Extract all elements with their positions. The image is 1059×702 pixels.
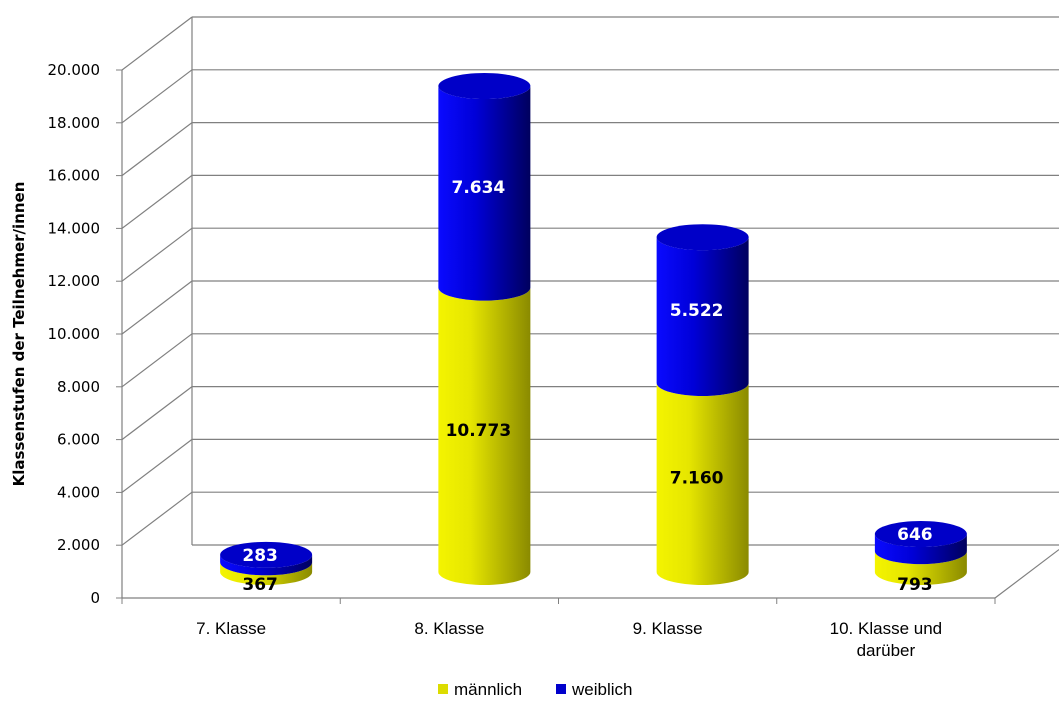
gridline-side xyxy=(121,122,193,177)
gridline-side xyxy=(121,438,193,493)
floor-side-edge xyxy=(994,549,1059,599)
bar-segment xyxy=(874,521,967,565)
bar-body xyxy=(656,382,749,585)
gridline-side xyxy=(121,16,193,71)
bar-top xyxy=(438,73,531,100)
bar-segment xyxy=(220,562,313,585)
y-tick-label: 8.000 xyxy=(57,378,100,396)
bar-body xyxy=(874,551,967,585)
gridline-side xyxy=(121,333,193,388)
data-label: 646 xyxy=(897,525,933,545)
x-tick-label: 7. Klasse xyxy=(196,619,266,638)
legend-item: männlich xyxy=(438,680,522,699)
y-tick-label: 16.000 xyxy=(48,167,101,185)
y-tick-label: 0 xyxy=(90,589,100,607)
bar-body xyxy=(220,554,313,576)
y-tick-label: 20.000 xyxy=(48,61,101,79)
data-label: 793 xyxy=(897,575,933,595)
data-label: 7.160 xyxy=(670,468,724,488)
y-tick-label: 6.000 xyxy=(57,431,100,449)
bar-body xyxy=(438,287,531,585)
y-axis-title: Klassenstufen der Teilnehmer/innen xyxy=(10,182,28,487)
bar-segment xyxy=(438,73,531,301)
legend-swatch xyxy=(438,684,448,694)
bar-segment xyxy=(656,224,749,396)
data-label: 7.634 xyxy=(451,178,505,198)
legend-item: weiblich xyxy=(556,680,632,699)
x-tick-label: 9. Klasse xyxy=(633,619,703,638)
legend-label: männlich xyxy=(454,680,522,699)
bar-segment xyxy=(220,541,313,576)
gridline-side xyxy=(121,174,193,229)
gridline-side xyxy=(121,491,193,546)
y-tick-label: 2.000 xyxy=(57,536,100,554)
bar-body xyxy=(874,534,967,565)
bar-body xyxy=(438,86,531,301)
y-tick-label: 4.000 xyxy=(57,483,100,501)
bar-top xyxy=(656,224,749,251)
data-label: 10.773 xyxy=(446,421,512,441)
y-tick-label: 18.000 xyxy=(48,114,101,132)
gridline-side xyxy=(121,280,193,335)
bar-segment xyxy=(438,287,531,585)
y-tick-label: 14.000 xyxy=(48,219,101,237)
y-tick-label: 12.000 xyxy=(48,272,101,290)
bar-segment xyxy=(874,551,967,585)
legend-label: weiblich xyxy=(571,680,632,699)
y-tick-label: 10.000 xyxy=(48,325,101,343)
data-label: 367 xyxy=(242,575,278,595)
bar-top xyxy=(874,521,967,548)
gridline-side xyxy=(121,69,193,124)
x-tick-label: 10. Klasse und darüber xyxy=(830,619,942,660)
bar-body xyxy=(220,562,313,585)
x-tick-label: 8. Klasse xyxy=(414,619,484,638)
data-label: 5.522 xyxy=(670,301,724,321)
gridline-side xyxy=(121,227,193,282)
gridline-side xyxy=(121,386,193,441)
legend-swatch xyxy=(556,684,566,694)
bar-top xyxy=(220,541,313,568)
bar-segment xyxy=(656,382,749,585)
data-label: 283 xyxy=(242,546,278,566)
bar-body xyxy=(656,237,749,396)
